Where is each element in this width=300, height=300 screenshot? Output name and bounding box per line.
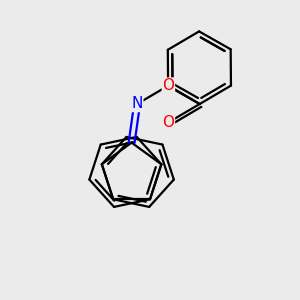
- Text: N: N: [131, 97, 143, 112]
- Text: O: O: [162, 115, 174, 130]
- Text: O: O: [162, 78, 174, 93]
